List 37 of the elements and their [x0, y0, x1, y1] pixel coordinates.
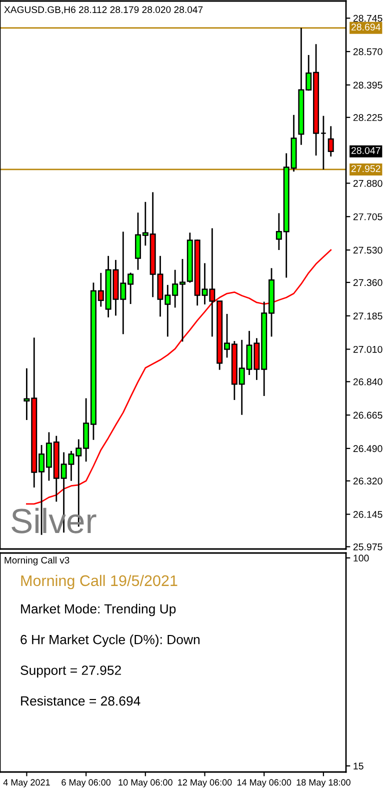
y-tick-label: 28.570: [353, 48, 382, 56]
annotation: 6 Hr Market Cycle (D%): Down: [20, 634, 200, 647]
y-tick-label: 26.145: [353, 511, 382, 518]
y-tick-label: 27.010: [353, 346, 382, 353]
y-tick-label: 28.225: [353, 114, 382, 122]
y-tick-label: 27.880: [353, 180, 382, 187]
y-tick-label: 26.490: [353, 445, 382, 452]
y-tick-label: 27.185: [353, 312, 382, 320]
candlestick: [320, 115, 326, 170]
text: 28.047: [351, 147, 380, 154]
y-tick-label: 27.360: [353, 279, 382, 286]
annotation: Resistance = 28.694: [21, 696, 140, 706]
y-tick-label: 26.665: [353, 412, 382, 419]
y-tick-label: 100: [354, 554, 369, 562]
annotation: Market Mode: Trending Up: [21, 604, 176, 616]
x-tick-label: 18 May 18:00: [296, 779, 350, 788]
ref-line-label: 27.952: [351, 165, 380, 172]
y-tick-label: 25.975: [353, 543, 382, 550]
chart-title: Morning Call v3: [4, 556, 70, 566]
y-tick-label: 26.840: [353, 378, 382, 386]
x-tick-label: 6 May 06:00: [62, 779, 111, 788]
y-tick-label: 27.530: [353, 246, 382, 254]
text: Morning Call 19/5/2021: [21, 574, 178, 590]
line-series: [26, 249, 332, 505]
y-tick-label: 28.745: [353, 14, 382, 22]
y-tick-label: 28.395: [353, 82, 382, 89]
x-tick-label: 14 May 06:00: [237, 779, 292, 788]
y-tick-label: 15: [354, 762, 364, 770]
y-tick-label: 26.320: [353, 478, 382, 484]
x-tick-label: 10 May 06:00: [118, 779, 172, 788]
ref-line-label: 28.694: [351, 24, 380, 31]
x-tick-label: 12 May 06:00: [178, 779, 232, 788]
y-tick-label: 27.705: [353, 213, 382, 220]
chart-title: XAGUSD.GB,H6 28.112 28.179 28.020 28.047: [4, 6, 203, 14]
x-tick-label: 4 May 2021: [3, 779, 50, 788]
annotation: Support = 27.952: [20, 666, 121, 678]
candlestick: [328, 125, 334, 158]
